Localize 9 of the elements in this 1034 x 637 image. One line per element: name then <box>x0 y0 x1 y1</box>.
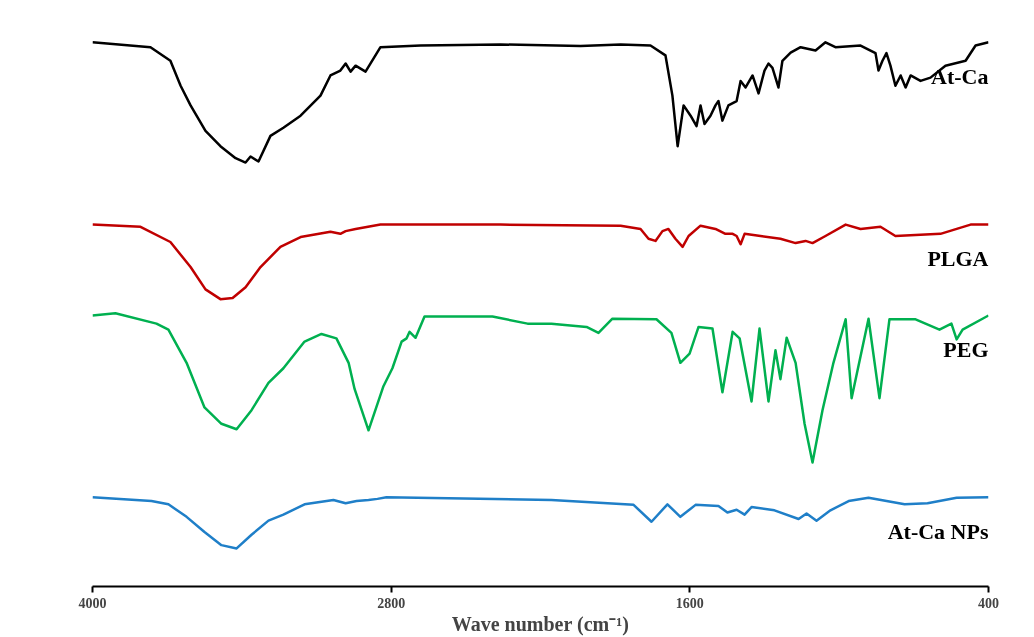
x-tick-label: 400 <box>978 595 999 611</box>
x-tick-label: 1600 <box>675 595 704 611</box>
x-tick-label: 2800 <box>377 595 406 611</box>
x-tick-label: 4000 <box>78 595 107 611</box>
series-label: At-Ca <box>931 64 989 90</box>
series-label: PLGA <box>927 246 989 272</box>
x-axis-title: Wave number (cm⁻¹) <box>451 612 629 636</box>
series-label: At-Ca NPs <box>887 519 989 545</box>
series-label: PEG <box>943 337 989 363</box>
